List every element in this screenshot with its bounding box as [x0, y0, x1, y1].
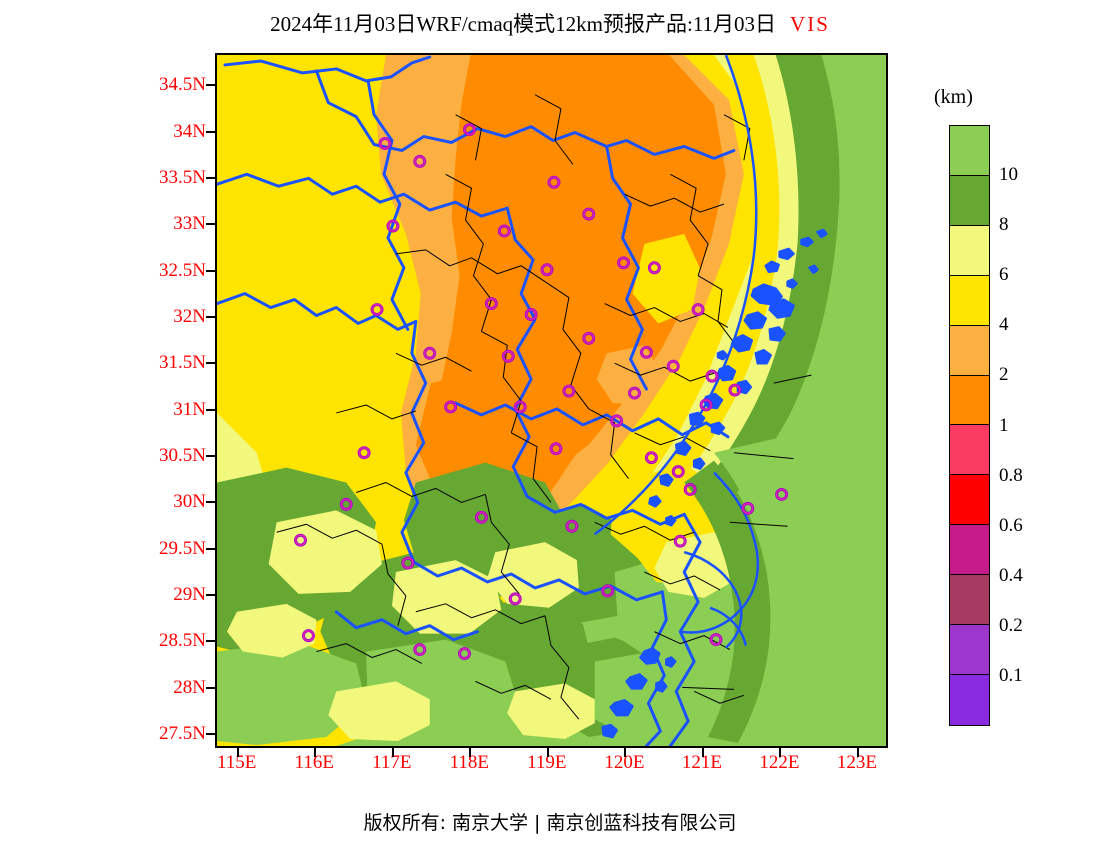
colorbar-unit-label: (km): [934, 86, 973, 108]
colorbar-band[interactable]: [950, 575, 989, 626]
coastline-and-islands: [594, 55, 828, 739]
footer-company: 南京创蓝科技有限公司: [546, 812, 737, 834]
y-axis-tick-label: 31N: [173, 398, 206, 420]
colorbar-tick-label: 0.4: [999, 564, 1023, 586]
y-axis-tick-label: 34.5N: [159, 74, 206, 96]
colorbar-tick-label: 0.2: [999, 614, 1023, 636]
colorbar[interactable]: [949, 125, 990, 726]
x-axis-tick-mark: [779, 748, 782, 757]
y-axis-tick-mark: [206, 223, 215, 226]
x-axis-tick-label: 121E: [681, 752, 722, 773]
colorbar-band[interactable]: [950, 674, 989, 725]
colorbar-band[interactable]: [950, 126, 989, 176]
footer-owner: 版权所有: 南京大学: [363, 812, 529, 834]
title-variable: VIS: [790, 12, 830, 36]
x-axis-tick-mark: [546, 748, 549, 757]
station-markers: [294, 123, 789, 660]
y-axis-tick-label: 33.5N: [159, 167, 206, 189]
x-axis-tick-mark: [624, 748, 627, 757]
y-axis-tick-label: 30.5N: [159, 445, 206, 467]
y-axis-tick-mark: [206, 547, 215, 550]
y-axis-tick-label: 30N: [173, 491, 206, 513]
colorbar-tick-label: 2: [999, 364, 1009, 386]
map-plot-area[interactable]: [215, 53, 888, 748]
footer-copyright: 版权所有: 南京大学 | 南京创蓝科技有限公司: [0, 808, 1100, 835]
y-axis-tick-label: 28N: [173, 676, 206, 698]
x-axis-tick-label: 123E: [836, 752, 878, 773]
y-axis-tick-mark: [206, 316, 215, 319]
y-axis-tick-label: 27.5N: [159, 723, 206, 745]
y-axis-tick-mark: [206, 501, 215, 504]
colorbar-band[interactable]: [950, 525, 989, 576]
colorbar-band[interactable]: [950, 225, 989, 276]
page-title: 2024年11月03日WRF/cmaq模式12km预报产品:11月03日 VIS: [0, 8, 1100, 38]
y-axis-tick-mark: [206, 640, 215, 643]
colorbar-tick-label: 10: [999, 164, 1018, 186]
y-axis-tick-mark: [206, 408, 215, 411]
colorbar-band[interactable]: [950, 375, 989, 426]
y-axis-tick-label: 28.5N: [159, 630, 206, 652]
y-axis-tick-label: 32N: [173, 306, 206, 328]
province-boundaries: [217, 55, 736, 746]
y-axis-tick-mark: [206, 686, 215, 689]
colorbar-tick-label: 0.8: [999, 464, 1023, 486]
y-axis-tick-mark: [206, 455, 215, 458]
colorbar-band[interactable]: [950, 275, 989, 326]
colorbar-band[interactable]: [950, 175, 989, 226]
y-axis-tick-label: 32.5N: [159, 259, 206, 281]
x-axis-tick-label: 120E: [604, 752, 645, 773]
y-axis-tick-mark: [206, 177, 215, 180]
colorbar-band[interactable]: [950, 325, 989, 376]
title-text: 2024年11月03日WRF/cmaq模式12km预报产品:11月03日: [270, 12, 777, 36]
y-axis-tick-mark: [206, 594, 215, 597]
colorbar-tick-label: 0.6: [999, 514, 1023, 536]
colorbar-band[interactable]: [950, 425, 989, 476]
x-axis-tick-label: 118E: [449, 752, 490, 773]
x-axis-tick-label: 117E: [372, 752, 412, 773]
y-axis-tick-mark: [206, 84, 215, 87]
colorbar-band[interactable]: [950, 475, 989, 526]
x-axis-tick-label: 115E: [217, 752, 257, 773]
x-axis-tick-label: 122E: [759, 752, 800, 773]
y-axis-tick-mark: [206, 269, 215, 272]
y-axis-tick-label: 29N: [173, 584, 206, 606]
colorbar-tick-label: 0.1: [999, 664, 1023, 686]
x-axis-tick-mark: [856, 748, 859, 757]
colorbar-tick-label: 6: [999, 264, 1009, 286]
colorbar-tick-label: 8: [999, 214, 1009, 236]
x-axis-tick-mark: [314, 748, 317, 757]
x-axis-tick-mark: [701, 748, 704, 757]
visibility-contour-map: [217, 55, 886, 746]
y-axis-tick-label: 34N: [173, 120, 206, 142]
x-axis-tick-mark: [469, 748, 472, 757]
y-axis-tick-label: 29.5N: [159, 537, 206, 559]
colorbar-band[interactable]: [950, 625, 989, 675]
x-axis-tick-label: 116E: [294, 752, 334, 773]
x-axis-tick-mark: [236, 748, 239, 757]
y-axis-tick-label: 31.5N: [159, 352, 206, 374]
y-axis-tick-mark: [206, 362, 215, 365]
y-axis-tick-mark: [206, 733, 215, 736]
colorbar-tick-label: 1: [999, 414, 1009, 436]
footer-separator: |: [534, 812, 541, 834]
x-axis-tick-mark: [391, 748, 394, 757]
y-axis-tick-mark: [206, 130, 215, 133]
x-axis-tick-label: 119E: [527, 752, 567, 773]
colorbar-tick-label: 4: [999, 314, 1009, 336]
y-axis-tick-label: 33N: [173, 213, 206, 235]
